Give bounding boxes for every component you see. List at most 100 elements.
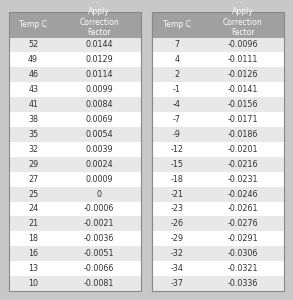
Text: -0.0261: -0.0261 — [227, 205, 258, 214]
Text: 0.0129: 0.0129 — [85, 56, 113, 64]
Bar — [152, 142, 284, 157]
Bar — [9, 157, 141, 172]
Text: 52: 52 — [28, 40, 38, 50]
Bar — [152, 38, 284, 52]
Text: -0.0126: -0.0126 — [227, 70, 258, 79]
Text: 0.0069: 0.0069 — [85, 115, 113, 124]
Bar — [152, 97, 284, 112]
Bar — [9, 172, 141, 187]
Bar — [152, 187, 284, 202]
Text: 0.0024: 0.0024 — [85, 160, 113, 169]
Text: 35: 35 — [28, 130, 38, 139]
Text: Apply
Correction
Factor: Apply Correction Factor — [79, 8, 119, 37]
Bar — [9, 12, 141, 38]
Bar — [152, 52, 284, 67]
Text: 49: 49 — [28, 56, 38, 64]
Text: -15: -15 — [170, 160, 183, 169]
Text: -0.0246: -0.0246 — [227, 190, 258, 199]
Text: 29: 29 — [28, 160, 38, 169]
Bar — [9, 276, 141, 291]
Text: 25: 25 — [28, 190, 38, 199]
Bar — [9, 231, 141, 246]
Text: -0.0111: -0.0111 — [227, 56, 258, 64]
Bar — [9, 202, 141, 216]
Text: 24: 24 — [28, 205, 38, 214]
Bar — [9, 12, 141, 291]
Text: -0.0051: -0.0051 — [84, 249, 114, 258]
Text: -0.0141: -0.0141 — [227, 85, 258, 94]
Text: -0.0216: -0.0216 — [227, 160, 258, 169]
Text: 0.0084: 0.0084 — [85, 100, 113, 109]
Bar — [152, 231, 284, 246]
Bar — [9, 67, 141, 82]
Bar — [152, 67, 284, 82]
Bar — [152, 261, 284, 276]
Text: -0.0096: -0.0096 — [227, 40, 258, 50]
Text: 4: 4 — [174, 56, 179, 64]
Bar — [152, 12, 284, 38]
Text: -37: -37 — [170, 279, 183, 288]
Text: -32: -32 — [170, 249, 183, 258]
Text: -0.0171: -0.0171 — [227, 115, 258, 124]
Text: -0.0186: -0.0186 — [227, 130, 258, 139]
Text: -12: -12 — [170, 145, 183, 154]
Text: -0.0081: -0.0081 — [84, 279, 114, 288]
Bar — [152, 127, 284, 142]
Text: 21: 21 — [28, 219, 38, 228]
Text: -0.0006: -0.0006 — [84, 205, 114, 214]
Text: -26: -26 — [170, 219, 183, 228]
Bar — [9, 216, 141, 231]
Bar — [9, 52, 141, 67]
Text: Temp C: Temp C — [163, 20, 191, 29]
Text: 16: 16 — [28, 249, 38, 258]
Text: 0: 0 — [97, 190, 102, 199]
Text: 0.0099: 0.0099 — [85, 85, 113, 94]
Text: 0.0039: 0.0039 — [85, 145, 113, 154]
Text: -0.0231: -0.0231 — [227, 175, 258, 184]
Bar — [9, 246, 141, 261]
Text: 38: 38 — [28, 115, 38, 124]
Text: -29: -29 — [170, 234, 183, 243]
Text: 0.0009: 0.0009 — [85, 175, 113, 184]
Text: 18: 18 — [28, 234, 38, 243]
Bar — [9, 187, 141, 202]
Text: 43: 43 — [28, 85, 38, 94]
Text: 13: 13 — [28, 264, 38, 273]
Text: -0.0276: -0.0276 — [227, 219, 258, 228]
Bar — [9, 82, 141, 97]
Text: -0.0201: -0.0201 — [227, 145, 258, 154]
Text: -4: -4 — [173, 100, 181, 109]
Bar — [152, 12, 284, 291]
Text: -18: -18 — [170, 175, 183, 184]
Bar — [152, 172, 284, 187]
Text: -34: -34 — [170, 264, 183, 273]
Text: -9: -9 — [173, 130, 181, 139]
Text: -0.0336: -0.0336 — [227, 279, 258, 288]
Text: -1: -1 — [173, 85, 181, 94]
Text: 0.0054: 0.0054 — [85, 130, 113, 139]
Text: -0.0021: -0.0021 — [84, 219, 114, 228]
Bar — [152, 276, 284, 291]
Text: -0.0066: -0.0066 — [84, 264, 114, 273]
Bar — [9, 261, 141, 276]
Bar — [152, 82, 284, 97]
Bar — [9, 127, 141, 142]
Text: -0.0291: -0.0291 — [227, 234, 258, 243]
Text: 0.0114: 0.0114 — [85, 70, 113, 79]
Text: 10: 10 — [28, 279, 38, 288]
Text: -23: -23 — [170, 205, 183, 214]
Text: 46: 46 — [28, 70, 38, 79]
Text: 27: 27 — [28, 175, 38, 184]
Bar — [152, 157, 284, 172]
Bar — [9, 38, 141, 52]
Bar — [152, 112, 284, 127]
Text: Temp C: Temp C — [19, 20, 47, 29]
Bar — [152, 246, 284, 261]
Bar — [152, 216, 284, 231]
Bar — [9, 97, 141, 112]
Text: -0.0306: -0.0306 — [227, 249, 258, 258]
Bar — [9, 112, 141, 127]
Text: 0.0144: 0.0144 — [85, 40, 113, 50]
Text: 41: 41 — [28, 100, 38, 109]
Text: 7: 7 — [174, 40, 179, 50]
